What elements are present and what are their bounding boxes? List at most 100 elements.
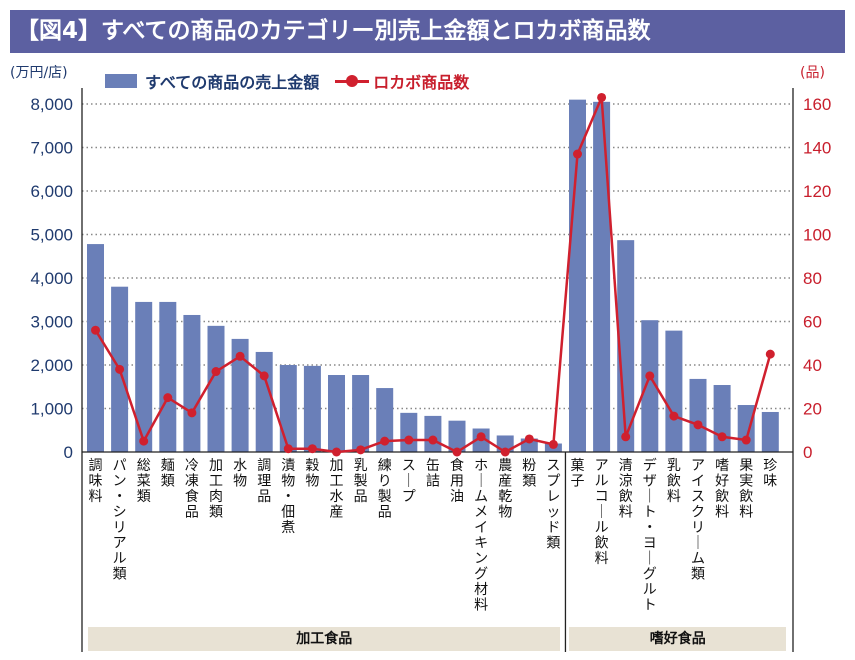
svg-text:プ: プ [402, 489, 416, 505]
bar [255, 351, 273, 452]
line-point [717, 432, 727, 442]
line-point [115, 364, 125, 374]
svg-text:ホ: ホ [474, 458, 488, 474]
line-point [548, 439, 558, 449]
x-tick-label: アルコ｜ル飲料 [595, 458, 609, 567]
svg-text:穀: 穀 [305, 458, 319, 474]
svg-text:｜: ｜ [595, 505, 609, 521]
x-tick-label: 乳飲料 [667, 458, 681, 505]
svg-text:ッ: ッ [546, 505, 560, 521]
line-point [187, 408, 197, 418]
bar [737, 405, 755, 452]
svg-text:ン: ン [474, 551, 488, 567]
svg-text:調: 調 [89, 458, 103, 474]
svg-text:・: ・ [281, 489, 295, 505]
y-tick-label: 2,000 [30, 356, 73, 375]
legend: すべての商品の売上金額 ロカボ商品数 [105, 70, 469, 92]
svg-text:実: 実 [739, 474, 753, 490]
svg-text:ア: ア [595, 458, 609, 474]
svg-text:凍: 凍 [185, 474, 199, 490]
y2-tick-label: 160 [803, 95, 831, 114]
bar [376, 388, 394, 452]
svg-text:加: 加 [330, 458, 344, 474]
svg-text:嗜: 嗜 [715, 458, 729, 474]
svg-text:料: 料 [667, 489, 681, 505]
svg-text:理: 理 [257, 474, 271, 490]
x-tick-label: 珍味 [763, 458, 777, 490]
svg-text:プ: プ [546, 474, 560, 490]
svg-text:類: 類 [546, 536, 560, 552]
bar [761, 411, 779, 452]
svg-text:果: 果 [739, 458, 753, 474]
svg-text:ン: ン [113, 474, 127, 490]
svg-text:料: 料 [89, 489, 103, 505]
x-tick-label: 缶詰 [426, 458, 440, 490]
svg-text:ル: ル [113, 551, 127, 567]
svg-text:リ: リ [691, 520, 705, 536]
bar [424, 415, 442, 452]
svg-text:子: 子 [571, 474, 585, 490]
category-group-label: 嗜好食品 [569, 627, 786, 651]
svg-text:リ: リ [113, 520, 127, 536]
svg-text:グ: グ [643, 567, 657, 583]
chart-title: 【図4】すべての商品のカテゴリー別売上金額とロカボ商品数 [10, 10, 845, 53]
svg-text:品: 品 [185, 505, 199, 521]
svg-text:類: 類 [161, 474, 175, 490]
legend-line-label: ロカボ商品数 [373, 73, 470, 92]
svg-text:り: り [378, 474, 392, 490]
svg-text:グ: グ [474, 567, 488, 583]
bar [279, 365, 297, 452]
legend-bar-label: すべての商品の売上金額 [145, 73, 320, 92]
svg-text:味: 味 [763, 474, 777, 490]
y2-tick-label: 60 [803, 313, 822, 332]
line-point [91, 325, 100, 335]
x-tick-label: デザ｜ト・ヨ｜グルト [643, 457, 657, 614]
svg-text:煮: 煮 [281, 520, 295, 536]
svg-text:ザ: ザ [643, 474, 657, 490]
line-point [235, 351, 245, 361]
svg-text:乾: 乾 [498, 489, 512, 505]
svg-text:品: 品 [257, 489, 271, 505]
y2-tick-label: 80 [803, 269, 822, 288]
svg-text:食: 食 [185, 488, 199, 505]
line-point [645, 371, 655, 381]
bar [617, 240, 635, 452]
svg-text:水: 水 [330, 489, 344, 505]
svg-text:水: 水 [233, 458, 247, 474]
line-point [307, 444, 317, 454]
svg-text:メ: メ [474, 505, 488, 521]
bar [159, 301, 177, 452]
line-point [163, 393, 173, 403]
x-tick-label: 水物 [233, 458, 247, 490]
line-point [332, 447, 341, 457]
svg-text:ヨ: ヨ [643, 536, 657, 552]
y-tick-label: 8,000 [30, 95, 73, 114]
svg-text:類: 類 [137, 489, 151, 505]
x-tick-label: 総菜類 [137, 458, 151, 505]
svg-text:乳: 乳 [354, 458, 368, 474]
x-tick-label: 菓子 [571, 458, 585, 490]
bar [328, 375, 345, 452]
x-tick-label: 漬物・佃煮 [281, 458, 295, 536]
svg-text:料: 料 [715, 505, 729, 521]
svg-text:飲: 飲 [667, 474, 681, 490]
svg-text:工: 工 [209, 474, 223, 490]
svg-text:キ: キ [474, 536, 488, 552]
svg-text:飲: 飲 [595, 536, 609, 552]
svg-text:ス: ス [691, 489, 705, 505]
svg-text:ム: ム [474, 489, 488, 505]
bar [400, 412, 418, 452]
svg-text:製: 製 [378, 489, 392, 505]
bar [87, 244, 104, 452]
line-point [452, 447, 462, 457]
svg-text:製: 製 [354, 474, 368, 490]
line-point [139, 436, 149, 446]
svg-text:シ: シ [113, 505, 127, 521]
svg-text:物: 物 [233, 474, 247, 490]
svg-text:飲: 飲 [715, 489, 729, 505]
